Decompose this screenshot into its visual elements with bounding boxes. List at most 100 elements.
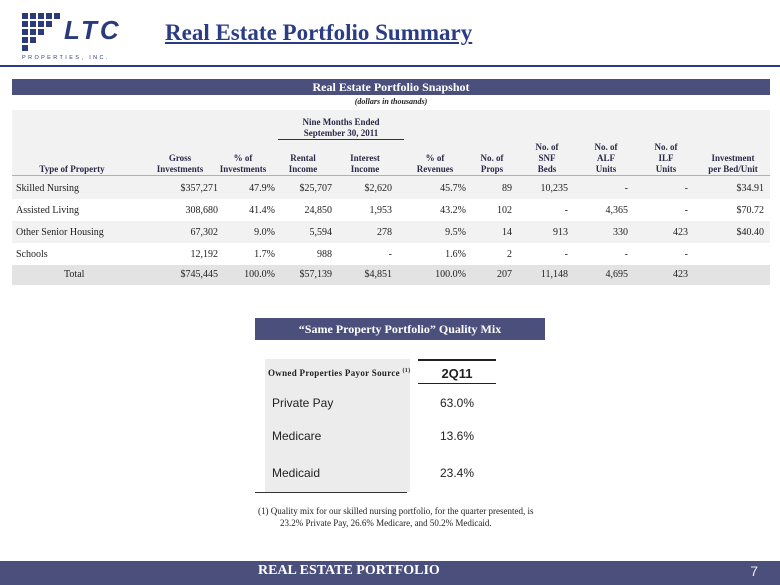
header-investment-1: Investment [711, 153, 755, 163]
logo-text: LTC [64, 15, 122, 45]
header-rental-2: Income [288, 164, 318, 174]
cell-ilf-units: - [684, 249, 688, 260]
header-ilf-2: ILF [658, 153, 674, 163]
header-pct-investments-1: % of [233, 153, 253, 163]
quality-mix-header-note: (1) [402, 368, 411, 374]
cell-ilf-units: - [684, 183, 688, 194]
quality-mix-row-value: 13.6% [439, 429, 475, 443]
cell-gross: $745,445 [180, 269, 219, 280]
cell-investment-per-unit: $40.40 [736, 227, 765, 238]
header-interest-2: Income [350, 164, 380, 174]
cell-alf-units: 330 [613, 227, 628, 238]
cell-snf-beds: - [564, 205, 568, 216]
cell-props: 2 [507, 249, 512, 260]
cell-snf-beds: 11,148 [540, 269, 568, 280]
cell-props: 89 [502, 183, 512, 194]
quality-mix-label-column [265, 359, 410, 492]
cell-pct-investments: 9.0% [254, 227, 275, 238]
header-ilf-1: No. of [654, 142, 678, 152]
footnote-rule [255, 492, 407, 493]
cell-interest: 1,953 [369, 205, 393, 216]
quality-mix-header-text: Owned Properties Payor Source [268, 368, 400, 378]
table-row: Assisted Living 308,680 41.4% 24,850 1,9… [12, 199, 770, 221]
header-snf-2: SNF [538, 153, 556, 163]
footnote-marker: (1) [258, 506, 269, 516]
footnote: (1) Quality mix for our skilled nursing … [258, 505, 558, 529]
cell-pct-revenues: 45.7% [440, 183, 466, 194]
quality-mix-header-label: Owned Properties Payor Source (1) [268, 368, 410, 378]
quality-mix-column-rule [418, 383, 496, 384]
header-divider [12, 175, 770, 176]
header-pct-revenues-1: % of [425, 153, 445, 163]
cell-type: Skilled Nursing [16, 183, 80, 194]
cell-type: Schools [16, 249, 48, 260]
cell-interest: - [388, 249, 392, 260]
header-props-2: Props [480, 164, 504, 174]
period-rule [278, 139, 404, 140]
quality-mix-row-label: Medicare [272, 429, 322, 443]
page-title: Real Estate Portfolio Summary [165, 20, 473, 45]
cell-ilf-units: 423 [673, 227, 688, 238]
quality-mix-title-band: “Same Property Portfolio” Quality Mix [255, 318, 545, 340]
snapshot-title-band: Real Estate Portfolio Snapshot [12, 79, 770, 95]
cell-pct-revenues: 1.6% [445, 249, 466, 260]
cell-type: Total [64, 269, 85, 280]
cell-alf-units: - [624, 183, 628, 194]
footnote-line-1: Quality mix for our skilled nursing port… [270, 506, 534, 516]
header-type-of-property: Type of Property [39, 164, 105, 174]
footnote-line-2: 23.2% Private Pay, 26.6% Medicare, and 5… [280, 518, 492, 528]
header-pct-investments-2: Investments [219, 164, 267, 174]
period-label-line-2: September 30, 2011 [303, 128, 379, 138]
cell-rental: 988 [317, 249, 332, 260]
snapshot-subtitle: (dollars in thousands) [354, 97, 428, 106]
quality-mix-column-top-rule [418, 359, 496, 361]
header-pct-revenues-2: Revenues [416, 164, 454, 174]
table-row: Skilled Nursing $357,271 47.9% $25,707 $… [12, 177, 770, 199]
quality-mix-row-value: 63.0% [439, 396, 475, 410]
cell-rental: $25,707 [299, 183, 333, 194]
header-ilf-3: Units [655, 164, 677, 174]
title-divider [0, 65, 780, 67]
quality-mix-row-value: 23.4% [439, 466, 475, 480]
header-gross-2: Investments [156, 164, 204, 174]
cell-interest: $4,851 [364, 269, 393, 280]
cell-investment-per-unit: $34.91 [736, 183, 765, 194]
company-logo: LTC PROPERTIES, INC. [22, 13, 140, 61]
cell-pct-investments: 100.0% [244, 269, 275, 280]
cell-pct-investments: 47.9% [249, 183, 275, 194]
cell-pct-revenues: 43.2% [440, 205, 466, 216]
cell-pct-revenues: 100.0% [435, 269, 466, 280]
cell-props: 14 [502, 227, 512, 238]
footer-label: REAL ESTATE PORTFOLIO [258, 563, 440, 578]
header-props-1: No. of [480, 153, 504, 163]
page-number: 7 [750, 563, 758, 579]
cell-investment-per-unit: $70.72 [736, 205, 765, 216]
quality-mix-row-label: Medicaid [272, 466, 321, 480]
cell-type: Assisted Living [16, 205, 80, 216]
header-investment-2: per Bed/Unit [708, 164, 758, 174]
cell-rental: 24,850 [304, 205, 333, 216]
cell-alf-units: 4,695 [605, 269, 629, 280]
quality-mix-row-label: Private Pay [272, 396, 334, 410]
header-rental-1: Rental [290, 153, 316, 163]
header-alf-2: ALF [597, 153, 615, 163]
cell-alf-units: - [624, 249, 628, 260]
cell-snf-beds: 913 [553, 227, 568, 238]
header-alf-1: No. of [594, 142, 618, 152]
quality-mix-column-header: 2Q11 [441, 366, 473, 381]
header-gross-1: Gross [168, 153, 192, 163]
period-label-line-1: Nine Months Ended [302, 117, 380, 127]
cell-alf-units: 4,365 [605, 205, 629, 216]
cell-gross: 67,302 [190, 227, 219, 238]
cell-pct-investments: 41.4% [249, 205, 275, 216]
table-row: Schools 12,192 1.7% 988 - 1.6% 2 - - - [12, 243, 770, 265]
cell-rental: $57,139 [299, 269, 333, 280]
cell-snf-beds: - [564, 249, 568, 260]
cell-rental: 5,594 [309, 227, 333, 238]
logo-subtext: PROPERTIES, INC. [22, 55, 110, 61]
cell-props: 207 [497, 269, 512, 280]
cell-gross: $357,271 [180, 183, 219, 194]
cell-interest: $2,620 [364, 183, 393, 194]
cell-interest: 278 [377, 227, 392, 238]
cell-gross: 12,192 [190, 249, 219, 260]
